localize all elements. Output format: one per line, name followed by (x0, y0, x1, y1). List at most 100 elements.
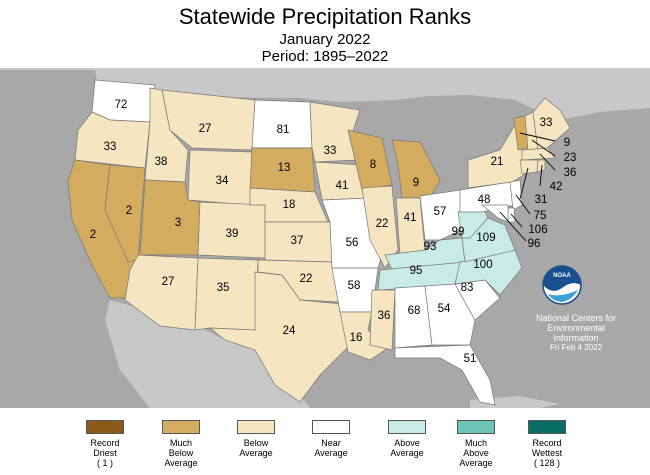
legend-swatch-below (237, 420, 275, 434)
rank-ri: 42 (550, 181, 563, 193)
legend-text: Above (394, 438, 420, 448)
state-ma (521, 147, 556, 161)
rank-ms: 36 (378, 310, 391, 322)
legend-text: Below (168, 448, 194, 458)
legend-text: Driest (93, 448, 117, 458)
legend-swatch-much-above (457, 420, 495, 434)
rank-co: 39 (226, 228, 239, 240)
canada-land (0, 68, 650, 120)
legend-swatch-near (312, 420, 350, 434)
leader-ct (519, 167, 529, 200)
rank-nh: 23 (564, 152, 577, 164)
rank-ut: 3 (175, 217, 181, 229)
rank-al: 68 (408, 305, 421, 317)
rank-nv: 2 (126, 205, 132, 217)
legend-text: Near (321, 438, 341, 448)
rank-fl: 51 (464, 353, 477, 365)
legend-record-wettest: Record Wettest ( 128 ) (512, 420, 582, 468)
leader-lines (499, 132, 556, 242)
rank-labels: 72 33 2 2 38 27 34 3 27 39 35 81 13 18 3… (90, 99, 577, 365)
rank-sd: 13 (278, 162, 291, 174)
rank-mi: 9 (413, 177, 419, 189)
leader-ri (539, 164, 543, 187)
state-mt (161, 89, 256, 151)
rank-ks: 37 (291, 235, 304, 247)
state-ga (424, 283, 476, 346)
legend-text: Much (464, 438, 487, 448)
state-nv (104, 164, 146, 263)
legend-text: Average (314, 448, 348, 458)
state-md (481, 204, 509, 223)
state-tx (208, 271, 351, 403)
leader-nj (515, 194, 531, 215)
ncei-credit: National Centers for Environmental Infor… (522, 313, 630, 353)
credit-line-1: National Centers for (535, 313, 617, 323)
state-ct (519, 159, 539, 175)
legend-swatch-above (388, 420, 426, 434)
rank-me: 33 (540, 117, 553, 129)
rank-de: 106 (528, 224, 547, 236)
rank-or: 33 (104, 141, 117, 153)
rank-la: 16 (350, 332, 363, 344)
legend-record-driest: Record Driest ( 1 ) (70, 420, 140, 468)
states-layer (67, 79, 571, 406)
legend-text: Below (243, 438, 269, 448)
credit-date: Fri Feb 4 2022 (549, 343, 603, 352)
credit-line-3: Information (553, 333, 599, 343)
legend-much-above: Much Above Average (441, 420, 511, 468)
credit-line-2: Environmental (547, 323, 605, 333)
rank-mt: 27 (199, 123, 212, 135)
map-title: Statewide Precipitation Ranks (178, 4, 472, 29)
rank-mn: 33 (324, 145, 337, 157)
us-precipitation-map: 72 33 2 2 38 27 34 3 27 39 35 81 13 18 3… (0, 68, 650, 408)
leader-vt (519, 132, 556, 142)
rank-va: 109 (476, 232, 495, 244)
leader-nh (531, 139, 556, 157)
legend-swatch-record-wettest (528, 420, 566, 434)
rank-il: 22 (376, 218, 389, 230)
noaa-logo: NOAA (542, 265, 582, 305)
legend-text: Record (90, 438, 120, 448)
rank-md: 96 (528, 238, 541, 250)
rank-tx: 24 (283, 325, 296, 337)
rank-nc: 100 (473, 259, 492, 271)
rank-ct: 31 (535, 194, 548, 206)
rank-wa: 72 (115, 99, 128, 111)
rank-vt: 9 (564, 137, 570, 149)
rank-ny: 21 (491, 156, 504, 168)
rank-ca: 2 (90, 229, 96, 241)
state-ri (536, 159, 546, 173)
rank-nj: 75 (534, 210, 547, 222)
state-fl (394, 344, 496, 406)
rank-oh: 57 (434, 206, 447, 218)
svg-text:NOAA: NOAA (553, 273, 571, 279)
legend-text: Record (532, 438, 562, 448)
legend-text: ( 1 ) (96, 458, 113, 468)
state-in (395, 197, 426, 256)
rank-id: 38 (155, 156, 168, 168)
legend-below: Below Average (221, 420, 291, 458)
rank-wv: 99 (452, 226, 465, 238)
legend: Record Driest ( 1 ) Much Below Average B… (0, 420, 650, 475)
rank-in: 41 (404, 212, 417, 224)
legend-text: ( 128 ) (533, 458, 560, 468)
legend-text: Average (459, 458, 493, 468)
legend-text: Much (169, 438, 192, 448)
leader-de (510, 213, 523, 228)
rank-ok: 22 (300, 273, 313, 285)
leader-ma (539, 153, 556, 171)
rank-az: 27 (162, 276, 175, 288)
legend-text: Wettest (531, 448, 563, 458)
rank-sc: 83 (461, 282, 474, 294)
rank-ma: 36 (564, 167, 577, 179)
rank-wi: 8 (370, 159, 376, 171)
legend-near: Near Average (296, 420, 366, 458)
mexico-land (105, 300, 310, 408)
legend-swatch-much-below (162, 420, 200, 434)
state-nm (194, 257, 259, 331)
legend-text: Above (463, 448, 489, 458)
legend-text: Average (164, 458, 198, 468)
rank-nd: 81 (277, 124, 290, 136)
state-oh (419, 189, 463, 241)
rank-ga: 54 (438, 303, 451, 315)
